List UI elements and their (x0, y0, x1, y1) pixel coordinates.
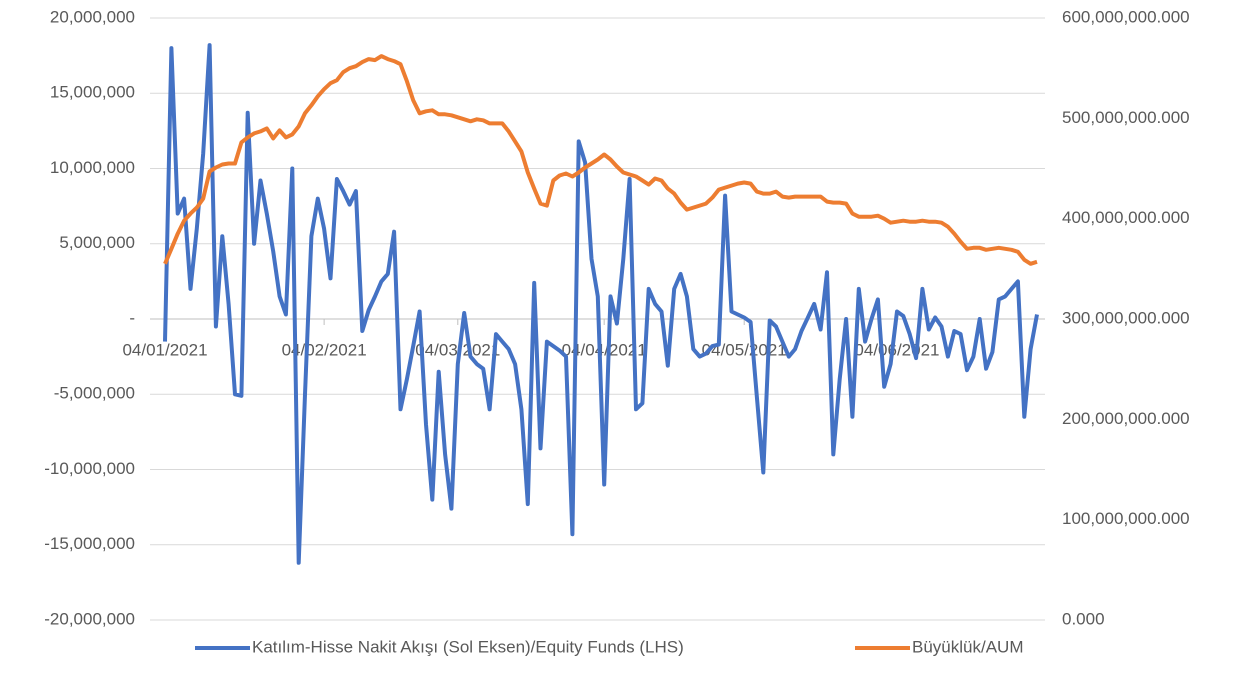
x-tick-label: 04/02/2021 (282, 340, 367, 359)
y2-tick-label: 400,000,000.000 (1062, 208, 1190, 227)
x-tick-label: 04/04/2021 (562, 340, 647, 359)
y2-tick-label: 200,000,000.000 (1062, 409, 1190, 428)
y2-tick-label: 300,000,000.000 (1062, 308, 1190, 327)
y-tick-label: 10,000,000 (50, 158, 135, 177)
y-tick-label: -10,000,000 (44, 459, 135, 478)
y2-tick-label: 600,000,000.000 (1062, 7, 1190, 26)
x-tick-label: 04/05/2021 (702, 340, 787, 359)
legend-label: Katılım-Hisse Nakit Akışı (Sol Eksen)/Eq… (252, 637, 684, 656)
series-line (163, 43, 1039, 565)
y2-tick-label: 100,000,000.000 (1062, 509, 1190, 528)
y-tick-label: 20,000,000 (50, 7, 135, 26)
x-tick-label: 04/06/2021 (854, 340, 939, 359)
y-tick-label: -20,000,000 (44, 609, 135, 628)
series-line (163, 54, 1038, 266)
y-tick-label: -15,000,000 (44, 534, 135, 553)
y2-tick-label: 500,000,000.000 (1062, 108, 1190, 127)
y-tick-label: 15,000,000 (50, 83, 135, 102)
y-tick-label: - (129, 308, 135, 327)
y-tick-label: -5,000,000 (54, 384, 135, 403)
y2-tick-label: 0.000 (1062, 609, 1105, 628)
y-tick-label: 5,000,000 (59, 233, 135, 252)
legend-label: Büyüklük/AUM (912, 637, 1023, 656)
x-tick-label: 04/01/2021 (122, 340, 207, 359)
